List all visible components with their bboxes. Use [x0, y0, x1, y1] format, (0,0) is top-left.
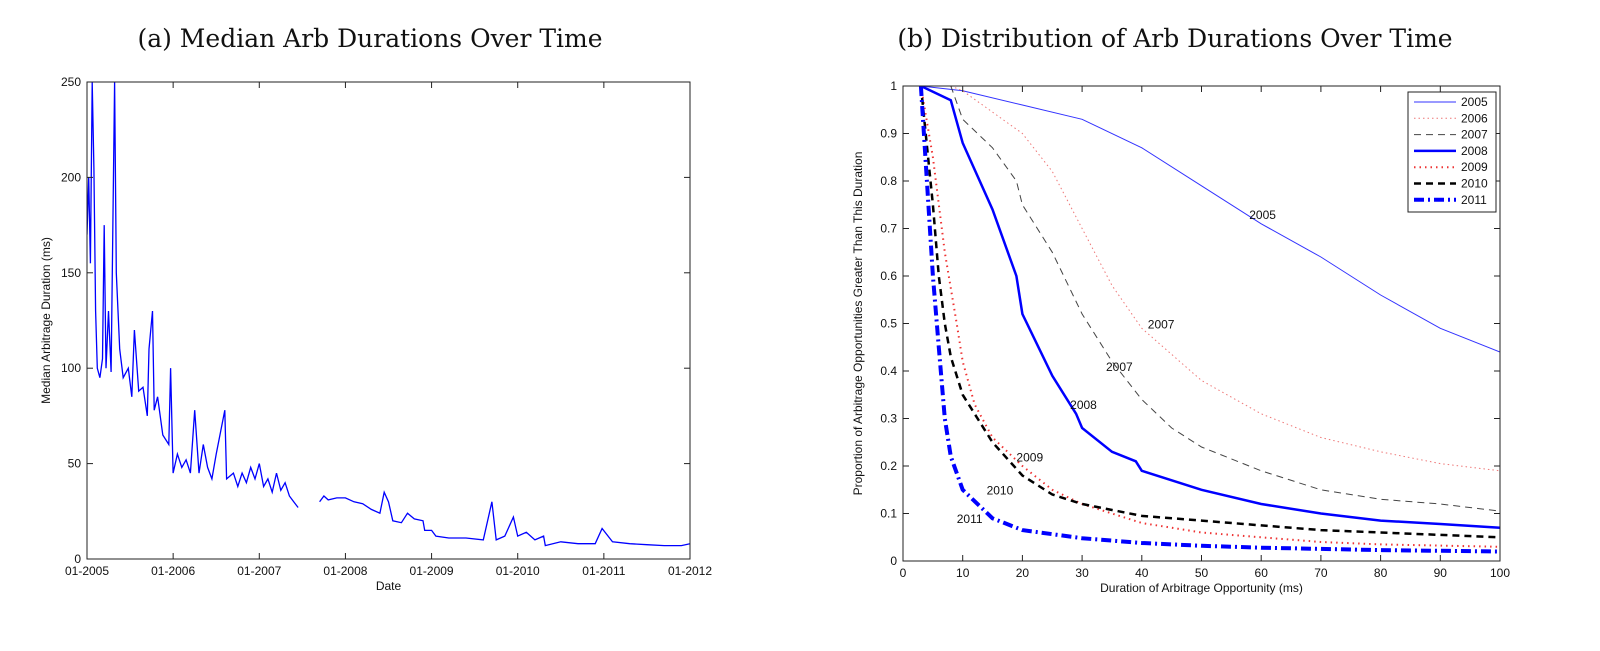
- y-tick-label: 0.4: [880, 364, 897, 378]
- series-line-2007: [950, 86, 1500, 512]
- series-line-2006: [950, 86, 1500, 472]
- chart-b: (b) Distribution of Arb Durations Over T…: [851, 24, 1510, 595]
- x-tick-label: 01-2005: [65, 564, 109, 578]
- legend: 2005 2006 2007 2008 2009 2010 2011: [1407, 91, 1497, 213]
- x-tick-label: 40: [1135, 566, 1149, 580]
- y-tick-label: 0.9: [880, 127, 897, 141]
- legend-label: 2011: [1461, 193, 1487, 207]
- plot-frame: [86, 81, 691, 560]
- x-tick-label: 10: [956, 566, 970, 580]
- y-tick-label: 0.2: [880, 459, 897, 473]
- y-tick-label: 150: [61, 266, 81, 280]
- legend-label: 2005: [1461, 95, 1488, 109]
- chart-title: (b) Distribution of Arb Durations Over T…: [897, 24, 1452, 53]
- series-line-2005: [920, 86, 1500, 353]
- curve-annotation: 2007: [1148, 317, 1175, 331]
- y-tick-label: 100: [61, 361, 81, 375]
- y-tick-label: 1: [890, 79, 897, 93]
- series-line-2011: [918, 86, 1500, 554]
- curve-annotation: 2008: [1070, 398, 1097, 412]
- series-line-median: [87, 82, 690, 547]
- legend-label: 2006: [1461, 111, 1488, 125]
- y-tick-label: 50: [68, 457, 82, 471]
- legend-label: 2007: [1461, 128, 1488, 142]
- x-tick-label: 80: [1374, 566, 1388, 580]
- y-tick-label: 0.1: [880, 507, 897, 521]
- x-tick-label: 01-2012: [668, 564, 712, 578]
- series-line-2008: [920, 86, 1500, 530]
- x-tick-label: 01-2006: [151, 564, 195, 578]
- y-tick-label: 0: [74, 552, 81, 566]
- y-tick-label: 250: [61, 75, 81, 89]
- x-tick-label: 60: [1255, 566, 1269, 580]
- y-tick-label: 0.7: [880, 222, 897, 236]
- chart-a: (a) Median Arb Durations Over Time 01-200…: [39, 24, 712, 593]
- x-tick-label: 01-2011: [582, 564, 625, 578]
- x-tick-label: 0: [900, 566, 907, 580]
- x-tick-label: 01-2010: [496, 564, 540, 578]
- x-tick-label: 01-2009: [410, 564, 454, 578]
- y-tick-label: 200: [61, 170, 81, 184]
- x-axis-label: Date: [376, 579, 402, 593]
- series-line-2009: [919, 86, 1500, 548]
- x-tick-label: 20: [1016, 566, 1030, 580]
- x-tick-label: 01-2008: [323, 564, 367, 578]
- x-axis-label: Duration of Arbitrage Opportunity (ms): [1100, 581, 1303, 595]
- x-tick-label: 50: [1195, 566, 1209, 580]
- curve-annotation: 2010: [987, 484, 1014, 498]
- x-tick-label: 30: [1075, 566, 1089, 580]
- y-tick-label: 0: [890, 554, 897, 568]
- x-tick-label: 100: [1490, 566, 1510, 580]
- series-line-2010: [919, 86, 1500, 539]
- curve-annotation: 2007: [1106, 360, 1133, 374]
- x-tick-label: 70: [1314, 566, 1328, 580]
- legend-label: 2009: [1461, 160, 1488, 174]
- curve-annotation: 2005: [1249, 208, 1276, 222]
- curve-annotation: 2009: [1016, 450, 1043, 464]
- y-axis-label: Median Arbitrage Duration (ms): [39, 237, 53, 404]
- x-tick-label: 90: [1434, 566, 1448, 580]
- y-axis-label: Proportion of Arbitrage Opportunities Gr…: [851, 152, 865, 496]
- y-tick-label: 0.3: [880, 412, 897, 426]
- y-tick-label: 0.5: [880, 317, 897, 331]
- legend-label: 2008: [1461, 144, 1488, 158]
- legend-label: 2010: [1461, 177, 1488, 191]
- chart-title: (a) Median Arb Durations Over Time: [137, 24, 602, 53]
- x-tick-label: 01-2007: [237, 564, 281, 578]
- y-tick-label: 0.8: [880, 174, 897, 188]
- curve-annotation: 2011: [957, 512, 983, 526]
- y-tick-label: 0.6: [880, 269, 897, 283]
